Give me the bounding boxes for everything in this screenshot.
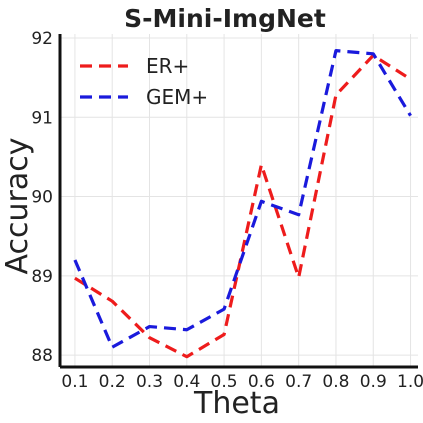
x-tick-label: 0.2 bbox=[99, 372, 126, 392]
y-tick-label: 89 bbox=[31, 267, 53, 287]
chart-title: S-Mini-ImgNet bbox=[124, 4, 326, 33]
series-layer bbox=[73, 49, 412, 359]
legend-label: ER+ bbox=[146, 54, 189, 78]
y-tick-label: 92 bbox=[31, 29, 53, 49]
x-tick-label: 0.4 bbox=[173, 372, 200, 392]
x-tick-label: 0.6 bbox=[248, 372, 275, 392]
series-line-er- bbox=[74, 53, 412, 359]
y-tick-labels: 88 89 90 91 92 bbox=[31, 29, 53, 366]
legend-label: GEM+ bbox=[146, 85, 208, 109]
grid bbox=[60, 34, 418, 367]
x-tick-label: 0.1 bbox=[61, 372, 88, 392]
x-tick-label: 0.7 bbox=[285, 372, 312, 392]
y-axis-label: Accuracy bbox=[0, 138, 35, 275]
x-axis-label: Theta bbox=[193, 386, 280, 421]
y-tick-label: 90 bbox=[31, 188, 53, 208]
series-line-gem- bbox=[73, 49, 412, 349]
x-tick-label: 0.3 bbox=[136, 372, 163, 392]
y-tick-label: 91 bbox=[31, 108, 53, 128]
x-tick-label: 0.9 bbox=[360, 372, 387, 392]
y-tick-label: 88 bbox=[31, 346, 53, 366]
x-tick-label: 0.8 bbox=[322, 372, 349, 392]
x-tick-label: 0.5 bbox=[211, 372, 238, 392]
x-tick-labels: 0.1 0.2 0.3 0.4 0.5 0.6 0.7 0.8 0.9 1.0 bbox=[61, 372, 423, 392]
legend: ER+ GEM+ bbox=[80, 54, 208, 109]
x-tick-label: 1.0 bbox=[397, 372, 423, 392]
